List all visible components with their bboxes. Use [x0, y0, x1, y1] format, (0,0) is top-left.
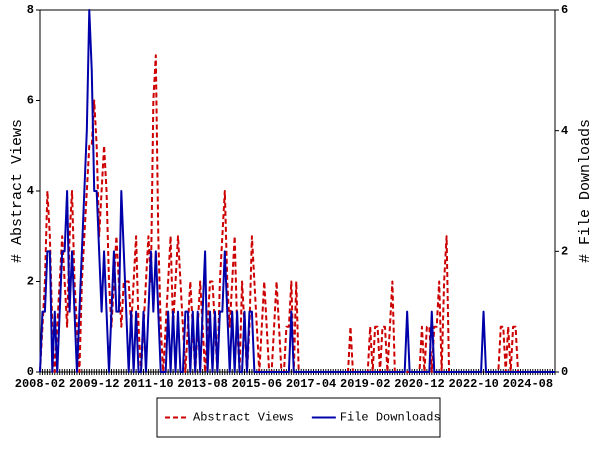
x-tick-label: 2009-12: [69, 377, 119, 391]
y2-tick-label: 4: [561, 124, 568, 138]
x-tick-label: 2024-08: [503, 377, 553, 391]
legend-box: [156, 397, 441, 438]
y2-tick-label: 6: [561, 3, 568, 17]
x-tick-label: 2017-04: [286, 377, 336, 391]
y-tick-label: 4: [27, 184, 34, 198]
x-tick-label: 2015-06: [232, 377, 282, 391]
x-tick-label: 2013-08: [177, 377, 227, 391]
series-line: [39, 54, 555, 373]
y2-axis-title: # File Downloads: [577, 119, 594, 263]
y-tick-label: 6: [27, 94, 34, 108]
x-tick-label: 2020-12: [394, 377, 444, 391]
y-axis-title: # Abstract Views: [9, 119, 26, 263]
y-tick-label: 0: [27, 365, 34, 379]
x-tick-label: 2019-02: [340, 377, 390, 391]
x-tick-label: 2011-10: [123, 377, 173, 391]
legend-label: Abstract Views: [193, 411, 294, 425]
y-tick-label: 2: [27, 275, 34, 289]
x-tick-label: 2022-10: [448, 377, 498, 391]
y2-tick-label: 0: [561, 365, 568, 379]
y-tick-label: 8: [27, 3, 34, 17]
legend-label: File Downloads: [340, 411, 441, 425]
x-tick-label: 2008-02: [15, 377, 65, 391]
y2-tick-label: 2: [561, 245, 568, 259]
series-line: [39, 9, 555, 373]
